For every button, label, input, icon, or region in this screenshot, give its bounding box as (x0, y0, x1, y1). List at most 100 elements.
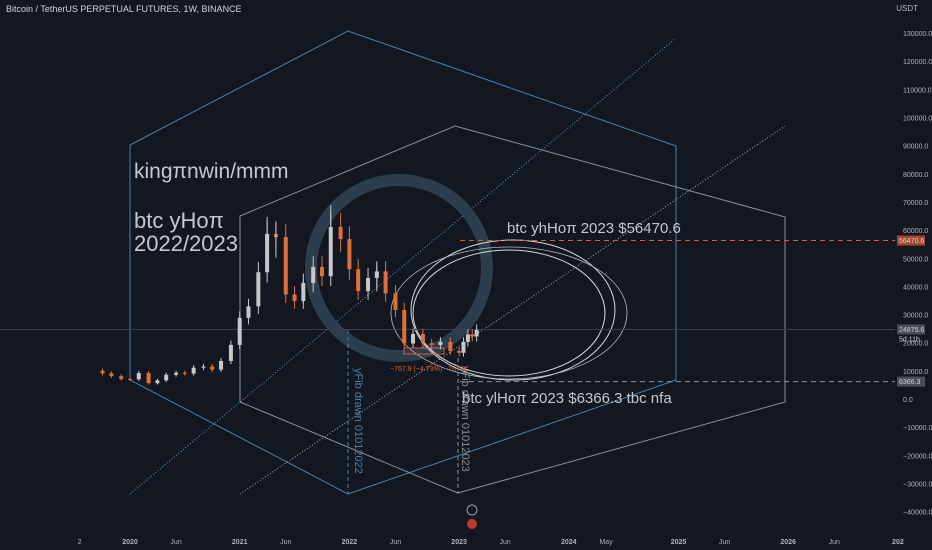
y-tick-label: −30000.0 (903, 481, 932, 488)
x-tick-label: Jun (719, 539, 730, 546)
ring-drawing (305, 174, 493, 362)
y-tick-label: −10000.0 (903, 425, 932, 432)
candle-body (347, 239, 352, 270)
x-tick-label: Jun (170, 539, 181, 546)
dividend-icon (467, 519, 477, 529)
y-tick-label: 80000.0 (903, 172, 928, 179)
candle-body (411, 333, 416, 344)
annotation-title-1: btc yHoπ (134, 208, 224, 233)
candle-body (461, 341, 466, 353)
candle-body (383, 271, 388, 294)
y-tick-label: 90000.0 (903, 144, 928, 151)
price-unit: USDT (896, 4, 918, 13)
candle-body (283, 237, 288, 295)
y-tick-label: 10000.0 (903, 369, 928, 376)
candle-body (191, 367, 196, 374)
blue-dotted-trendline (129, 37, 677, 495)
candle-body (448, 341, 453, 352)
x-tick-label: May (599, 539, 613, 546)
x-tick-label: 2026 (780, 539, 796, 546)
candle-body (338, 226, 343, 240)
level-badge-high-bg (897, 235, 925, 246)
candle-body (109, 373, 114, 377)
y-tick-label: 0.0 (903, 397, 913, 404)
last-price-badge: 24875.6 (899, 327, 924, 334)
annotation-low-target: btc ylHoπ 2023 $6366.3 tbc nfa (462, 390, 672, 407)
x-tick-label: 2020 (122, 539, 138, 546)
candle-body (256, 272, 261, 307)
y-tick-label: 50000.0 (903, 256, 928, 263)
y-tick-label: 20000.0 (903, 341, 928, 348)
last-price-badge-bg (897, 324, 925, 335)
candle-body (319, 266, 324, 277)
y-tick-label: 120000.0 (903, 59, 932, 66)
x-tick-label: 2024 (561, 539, 577, 546)
annotation-title-2: 2022/2023 (134, 231, 238, 256)
level-badge-low: 6366.3 (899, 379, 921, 386)
x-tick-label: Jun (390, 539, 401, 546)
y-tick-label: −20000.0 (903, 453, 932, 460)
y-tick-label: 40000.0 (903, 284, 928, 291)
x-tick-label: Jun (280, 539, 291, 546)
candle-body (174, 372, 179, 375)
blue-hexagon-drawing (129, 30, 677, 495)
candle-body (438, 341, 443, 345)
candle-body (100, 370, 105, 374)
candle-body (237, 317, 242, 345)
candle-body (119, 376, 124, 379)
y-tick-label: 70000.0 (903, 200, 928, 207)
candle-body (246, 306, 251, 318)
candle-body (457, 351, 462, 353)
x-tick-label: Jun (829, 539, 840, 546)
annotation-fib-2022: yFib drawn 01012022 (352, 368, 364, 474)
y-tick-label: 30000.0 (903, 313, 928, 320)
candle-body (155, 380, 160, 384)
candle-body (465, 334, 470, 342)
annotation-signature: kingπnwin/mmm (134, 160, 289, 183)
annotation-measure: −767.9 (−4.73%) −767.9 (390, 366, 466, 373)
candle-body (228, 344, 233, 361)
y-tick-label: 130000.0 (903, 31, 932, 38)
annotation-high-target: btc yhHoπ 2023 $56470.6 (507, 220, 681, 237)
x-tick-label: 2023 (451, 539, 467, 546)
y-tick-label: 110000.0 (903, 87, 932, 94)
x-tick-label: 2022 (342, 539, 358, 546)
candle-body (219, 360, 224, 370)
x-tick-label: 2021 (232, 539, 248, 546)
annotation-fib-2023: yFib drawn 01012023 (459, 366, 471, 472)
y-tick-label: 100000.0 (903, 116, 932, 123)
wide-ellipse-drawing (390, 246, 628, 380)
y-tick-label: 60000.0 (903, 228, 928, 235)
candle-body (128, 378, 132, 380)
x-tick-label: 2 (78, 539, 82, 546)
candle-body (136, 373, 141, 380)
candle-body (328, 226, 333, 277)
x-tick-label: Jun (500, 539, 511, 546)
chart-title: Bitcoin / TetherUS PERPETUAL FUTURES, 1W… (6, 4, 242, 14)
x-tick-label: 2025 (671, 539, 687, 546)
candle-body (146, 373, 151, 384)
candle-body (182, 372, 187, 374)
candle-body (201, 366, 206, 368)
candle-body (470, 334, 475, 337)
candle-body (292, 294, 297, 301)
candle-body (366, 277, 371, 292)
outer-ellipse-drawing (412, 249, 606, 377)
y-tick-label: −40000.0 (903, 510, 932, 517)
measure-range-box (403, 347, 445, 355)
gray-hexagon-drawing (239, 125, 786, 494)
candle-body (356, 269, 361, 292)
level-badge-high: 56470.6 (899, 238, 924, 245)
level-badge-low-bg (897, 376, 925, 387)
candle-body (474, 329, 479, 337)
flash-icon (466, 504, 478, 516)
candle-body (164, 374, 169, 381)
candle-body (429, 343, 434, 345)
inner-ellipse-drawing (410, 239, 616, 381)
candle-body (402, 309, 407, 344)
candle-body (311, 266, 316, 283)
candle-body (420, 333, 425, 344)
countdown-label: 5d 11h (899, 336, 920, 343)
candle-body (210, 366, 215, 370)
